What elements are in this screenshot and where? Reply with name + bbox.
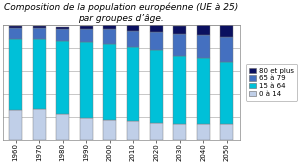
Bar <box>197 58 210 124</box>
Bar <box>9 26 22 28</box>
Bar <box>103 25 116 30</box>
Bar <box>56 114 69 140</box>
Bar <box>56 30 69 41</box>
Bar <box>220 124 233 140</box>
Bar <box>150 123 163 140</box>
Bar <box>127 47 140 121</box>
Bar <box>56 41 69 114</box>
Bar <box>56 27 69 30</box>
Bar <box>173 56 186 124</box>
Bar <box>220 62 233 124</box>
Legend: 80 et plus, 65 à 79, 15 à 64, 0 à 14: 80 et plus, 65 à 79, 15 à 64, 0 à 14 <box>246 64 297 101</box>
Bar <box>80 26 92 30</box>
Bar <box>9 110 22 140</box>
Bar <box>33 39 46 109</box>
Bar <box>150 32 163 50</box>
Bar <box>127 121 140 140</box>
Bar <box>33 26 46 28</box>
Bar <box>9 39 22 110</box>
Bar <box>80 118 92 140</box>
Bar <box>197 35 210 58</box>
Bar <box>150 25 163 32</box>
Bar <box>220 38 233 62</box>
Bar <box>197 25 210 35</box>
Bar <box>127 25 140 31</box>
Bar <box>197 124 210 140</box>
Bar <box>150 50 163 123</box>
Bar <box>33 109 46 140</box>
Bar <box>103 30 116 44</box>
Bar <box>33 28 46 39</box>
Bar <box>80 30 92 42</box>
Bar <box>220 25 233 38</box>
Bar <box>103 120 116 140</box>
Bar <box>9 28 22 39</box>
Title: Composition de la population européenne (UE à 25)
par groupes d’âge.: Composition de la population européenne … <box>4 3 238 23</box>
Bar <box>173 124 186 140</box>
Bar <box>173 34 186 56</box>
Bar <box>127 31 140 47</box>
Bar <box>103 44 116 120</box>
Bar <box>173 26 186 34</box>
Bar <box>80 42 92 118</box>
